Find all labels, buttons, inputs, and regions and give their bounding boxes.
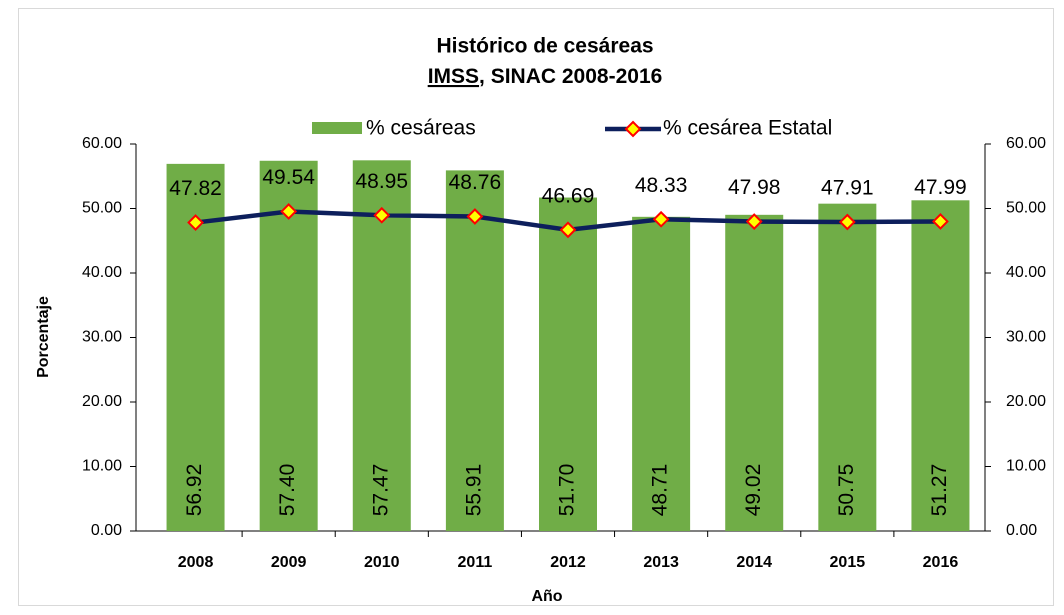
chart-title: Histórico de cesáreas (436, 35, 653, 58)
y2-tick-label: 10.00 (1006, 458, 1046, 475)
bar-value-label: 51.70 (556, 464, 579, 517)
x-tick-label: 2012 (550, 554, 586, 571)
y-tick-label: 40.00 (82, 264, 122, 281)
bar (911, 200, 970, 531)
x-tick-label: 2015 (830, 554, 866, 571)
y2-tick-label: 0.00 (1006, 522, 1037, 539)
bar-value-label: 50.75 (835, 464, 858, 517)
y-tick-label: 50.00 (82, 200, 122, 217)
point-marker (466, 208, 484, 225)
y-tick-label: 0.00 (91, 522, 122, 539)
chart-subtitle: IMSS, SINAC 2008-2016 (428, 65, 663, 88)
bar-value-label: 56.92 (183, 464, 206, 517)
legend-label: % cesáreas (366, 117, 476, 140)
legend-swatch (312, 122, 362, 134)
y2-tick-label: 20.00 (1006, 393, 1046, 410)
subtitle-part: , SINAC 2008-2016 (479, 65, 662, 88)
bar (539, 197, 597, 531)
x-tick-label: 2013 (643, 554, 679, 571)
point-marker (745, 213, 763, 230)
y-tick-label: 30.00 (82, 329, 122, 346)
point-marker (187, 214, 204, 231)
y2-tick-label: 40.00 (1006, 264, 1046, 281)
x-tick-label: 2014 (736, 554, 772, 571)
bar (259, 160, 318, 531)
legend-label: % cesárea Estatal (663, 117, 832, 140)
line-value-label: 47.82 (169, 177, 222, 200)
bar (632, 216, 691, 531)
x-axis-title: Año (531, 588, 562, 605)
bar-value-label: 49.02 (742, 464, 765, 517)
y-tick-label: 60.00 (82, 135, 122, 152)
line-value-label: 48.95 (355, 170, 408, 193)
line-value-label: 47.99 (914, 176, 967, 199)
y2-tick-label: 50.00 (1006, 200, 1046, 217)
y-axis-title: Porcentaje (35, 296, 52, 378)
point-marker (280, 203, 298, 220)
point-marker (932, 213, 949, 230)
subtitle-part: IMSS (428, 65, 479, 88)
point-marker (373, 206, 391, 224)
y-tick-label: 10.00 (82, 458, 122, 475)
bar (725, 214, 784, 532)
bar (818, 203, 877, 531)
line-value-label: 46.69 (542, 184, 595, 207)
x-tick-label: 2009 (271, 554, 307, 571)
line-value-label: 47.98 (728, 176, 781, 199)
line-value-label: 48.33 (635, 174, 688, 197)
x-tick-label: 2016 (923, 554, 959, 571)
y2-tick-label: 60.00 (1006, 135, 1046, 152)
bar-value-label: 55.91 (462, 464, 485, 517)
bar (445, 170, 504, 531)
bar-value-label: 48.71 (649, 464, 672, 517)
bar-value-label: 51.27 (928, 464, 951, 517)
point-marker (559, 221, 577, 239)
line-value-label: 49.54 (262, 166, 315, 189)
y-tick-label: 20.00 (82, 393, 122, 410)
legend-marker (624, 120, 642, 138)
y2-tick-label: 30.00 (1006, 329, 1046, 346)
bar-value-label: 57.40 (276, 464, 299, 517)
x-tick-label: 2011 (458, 554, 493, 571)
line-value-label: 47.91 (821, 177, 874, 200)
bar-value-label: 57.47 (369, 464, 392, 517)
point-marker (838, 213, 856, 231)
x-tick-label: 2010 (364, 554, 400, 571)
line-value-label: 48.76 (449, 171, 502, 194)
point-marker (652, 210, 670, 228)
x-tick-label: 2008 (178, 554, 214, 571)
